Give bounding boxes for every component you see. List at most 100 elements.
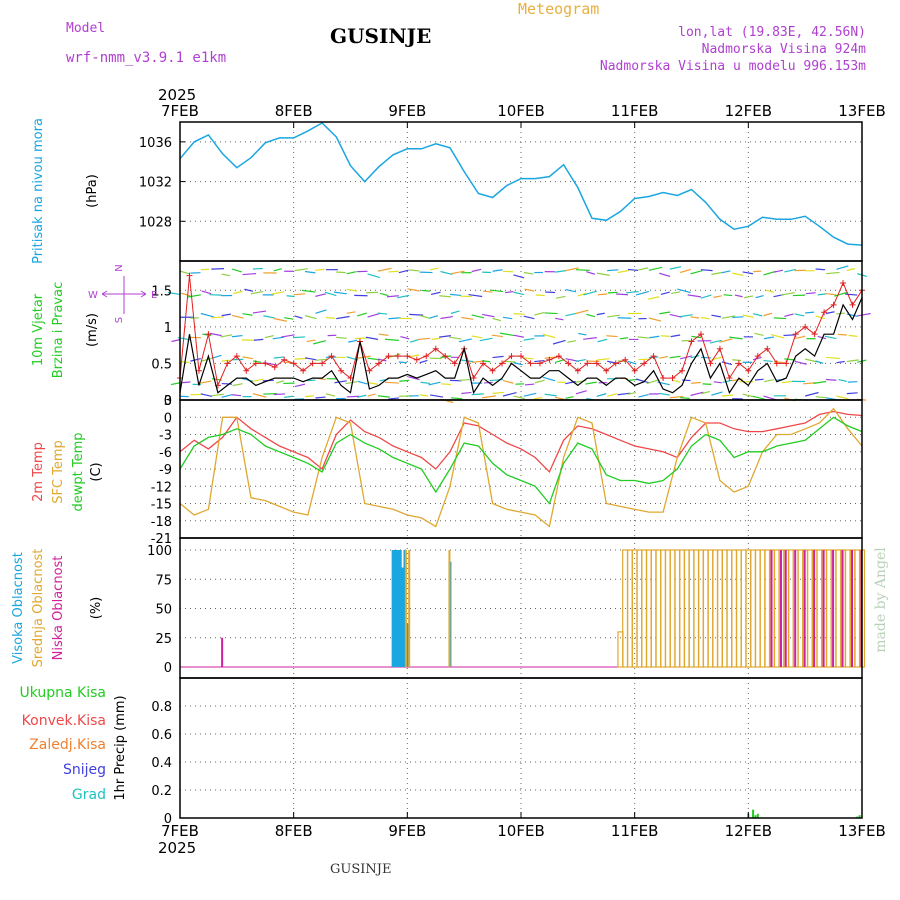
precip-tick-label: 0.2 xyxy=(151,784,172,799)
wind-barb xyxy=(825,356,840,360)
wind-barb xyxy=(304,315,317,320)
wind-gust-marker xyxy=(536,360,543,367)
wind-tick-label: 0 xyxy=(164,394,172,409)
wind-barb xyxy=(252,360,262,363)
wind-barb xyxy=(575,269,590,271)
wind-axis-label: 10m Vjetar xyxy=(31,293,46,366)
wind-gust-marker xyxy=(697,331,704,338)
cloud-tick-label: 100 xyxy=(147,544,172,559)
wind-barb xyxy=(544,393,557,397)
wind-barb xyxy=(400,335,410,340)
wind-barb xyxy=(471,335,483,339)
wind-barb xyxy=(825,271,840,275)
top-date-label: 8FEB xyxy=(275,102,313,120)
wind-barb xyxy=(420,381,431,385)
wind-barb xyxy=(669,355,681,359)
compass-w-label: W xyxy=(88,290,98,301)
wind-axis-label-2: Brzina i Pravac xyxy=(51,282,66,379)
wind-barb xyxy=(513,313,525,315)
wind-barb xyxy=(492,355,504,359)
data-layer xyxy=(167,122,871,818)
wind-barb xyxy=(263,315,275,319)
wind-barb xyxy=(294,357,308,360)
wind-barb xyxy=(713,381,722,384)
wind-gust-marker xyxy=(252,360,259,367)
cloud-low-bar xyxy=(784,550,787,667)
credit-label: made by Angel xyxy=(873,547,889,653)
wind-gust-marker xyxy=(849,301,856,308)
bottom-year-label: 2025 xyxy=(158,839,196,857)
wind-barb xyxy=(659,355,669,359)
wind-barb xyxy=(231,268,242,273)
wind-barb xyxy=(524,383,535,386)
wind-barb xyxy=(449,293,462,297)
wind-barb xyxy=(627,268,639,271)
bottom-date-label: 7FEB xyxy=(161,822,199,840)
label-layer: 7FEB 7FEB 8FEB 8FEB 9FEB 9FEB 10FEB 10FEB 11FEB 1… xyxy=(11,86,889,857)
wind-barb xyxy=(304,395,314,398)
wind-barb xyxy=(742,271,754,275)
wind-gust-marker xyxy=(716,345,723,352)
wind-barb xyxy=(399,379,410,382)
wind-gust-marker xyxy=(233,353,240,360)
wind-barb xyxy=(271,291,285,295)
wind-barb xyxy=(709,339,722,344)
wind-barb xyxy=(711,391,723,396)
wind-barb xyxy=(367,393,376,397)
wind-barb xyxy=(770,333,785,339)
wind-gust-marker xyxy=(518,353,524,360)
wind-barb xyxy=(753,270,762,273)
wind-barb xyxy=(324,291,337,297)
wind-gust-marker xyxy=(631,367,638,374)
wind-tick-label: 1 xyxy=(164,321,172,336)
wind-barb xyxy=(836,395,849,400)
wind-barb xyxy=(211,316,224,319)
wind-barb xyxy=(575,309,589,315)
wind-gust-marker xyxy=(262,360,269,367)
wind-gust-marker xyxy=(811,331,818,338)
wind-barb xyxy=(499,332,514,337)
cloud-low-bar xyxy=(813,550,816,667)
wind-barb xyxy=(817,293,827,296)
cloud-mid-bar xyxy=(408,550,411,667)
wind-barb xyxy=(367,312,381,318)
wind-gust-marker xyxy=(584,360,591,367)
wind-barb xyxy=(385,338,399,341)
wind-barb xyxy=(765,289,775,293)
wind-barb xyxy=(660,291,670,296)
wind-barb xyxy=(554,317,564,321)
wind-barb xyxy=(542,376,556,382)
cloud-low-bar xyxy=(822,550,825,667)
wind-barb xyxy=(479,337,493,342)
wind-barb xyxy=(627,391,636,395)
wind-barb xyxy=(336,271,346,274)
wind-barb xyxy=(815,315,826,320)
wind-barb xyxy=(199,380,212,384)
wind-barb xyxy=(513,334,524,338)
wind-barb xyxy=(635,290,650,296)
precip-tick-label: 0.4 xyxy=(151,756,172,771)
wind-barb xyxy=(646,379,660,385)
bottom-date-label: 9FEB xyxy=(388,822,426,840)
wind-barb xyxy=(252,378,264,382)
wind-barb xyxy=(732,316,744,319)
wind-barb xyxy=(482,313,495,318)
wind-gust-marker xyxy=(773,360,780,367)
wind-tick-label: 1.5 xyxy=(151,284,172,299)
wind-barb xyxy=(273,317,287,322)
wind-barb xyxy=(416,337,431,341)
wind-barb xyxy=(458,378,472,381)
wind-barb xyxy=(241,377,254,382)
wind-barb xyxy=(301,289,316,293)
wind-barb xyxy=(334,380,347,384)
wind-barb xyxy=(805,292,816,295)
wind-barb xyxy=(313,340,327,345)
wind-barb xyxy=(419,359,428,364)
cloud-high-axis-label: Visoka Oblacnost xyxy=(11,552,26,664)
footer-title: GUSINJE xyxy=(330,862,392,877)
wind-barb xyxy=(273,356,285,359)
wind-barb xyxy=(815,396,826,399)
wind-gust-marker xyxy=(205,331,212,338)
wind-barb xyxy=(346,395,360,398)
wind-barb xyxy=(700,269,713,272)
